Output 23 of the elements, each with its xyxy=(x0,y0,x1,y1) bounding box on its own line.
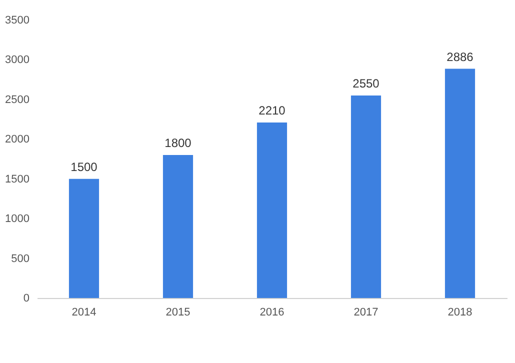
x-tick-label: 2018 xyxy=(448,306,472,318)
x-tick-label: 2014 xyxy=(72,306,96,318)
data-label: 1500 xyxy=(70,160,98,174)
data-label: 2550 xyxy=(352,76,380,90)
y-tick-label: 2500 xyxy=(5,94,30,106)
bar xyxy=(68,178,100,298)
y-tick-label: 3000 xyxy=(5,54,30,66)
y-tick-label: 1000 xyxy=(5,213,30,226)
y-tick-label: 3500 xyxy=(5,14,30,26)
y-tick-label: 2000 xyxy=(5,134,30,146)
bar xyxy=(162,155,194,298)
x-tick-label: 2016 xyxy=(260,306,284,318)
bar xyxy=(444,68,476,298)
y-tick-label: 0 xyxy=(23,292,30,304)
y-tick-label: 1500 xyxy=(5,173,30,186)
x-tick-label: 2017 xyxy=(354,306,378,318)
data-label: 1800 xyxy=(164,136,192,150)
x-tick-label: 2015 xyxy=(166,306,190,318)
data-label: 2886 xyxy=(446,50,474,64)
bar xyxy=(256,122,288,298)
y-tick-label: 500 xyxy=(11,252,30,265)
bar xyxy=(350,95,382,298)
data-label: 2210 xyxy=(258,103,286,118)
